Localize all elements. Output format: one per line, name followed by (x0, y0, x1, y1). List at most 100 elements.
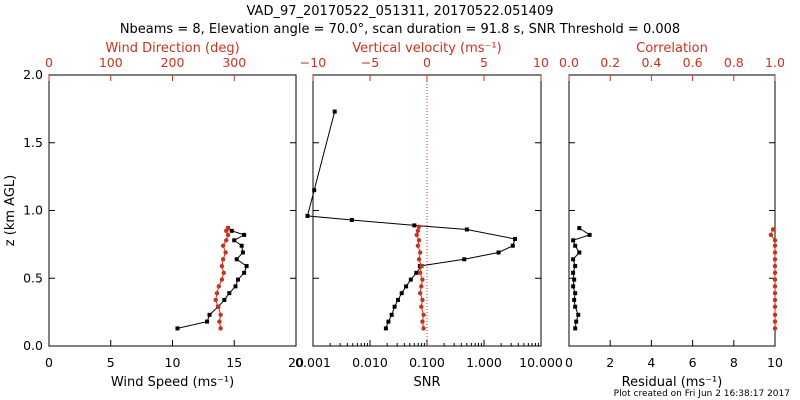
data-point (205, 319, 210, 324)
data-point (414, 232, 419, 238)
data-point (420, 277, 425, 282)
top-tick-label: 0.8 (724, 55, 744, 70)
data-point (240, 250, 245, 255)
data-point (396, 297, 401, 302)
data-point (571, 238, 576, 243)
data-point (510, 243, 515, 248)
data-point (312, 188, 317, 193)
series-bottom (571, 226, 592, 331)
top-tick-label: 0 (45, 55, 53, 70)
data-point (225, 225, 231, 231)
data-point (772, 238, 778, 243)
data-point (577, 250, 582, 255)
series-top (414, 224, 426, 331)
data-point (419, 284, 424, 289)
data-point (573, 304, 578, 309)
top-tick-label: −5 (361, 55, 379, 70)
data-point (772, 312, 778, 318)
data-point (232, 238, 237, 243)
data-point (572, 277, 577, 282)
bottom-tick-label: 0 (565, 355, 573, 370)
data-point (462, 257, 467, 262)
data-point (207, 312, 212, 317)
top-tick-label: 200 (161, 55, 185, 70)
bottom-tick-label: 0.001 (295, 355, 331, 370)
plot-frame (48, 74, 297, 347)
data-point (215, 304, 221, 309)
data-point (573, 264, 578, 269)
bottom-tick-label: 15 (226, 355, 242, 370)
series-bottom (305, 109, 518, 331)
y-tick-label: 2.0 (23, 67, 43, 82)
data-point (242, 232, 247, 237)
figure-title-line2: Nbeams = 8, Elevation angle = 70.0°, sca… (120, 22, 680, 37)
panel-1: 0 5 10 15 20 Wind Speed (ms⁻¹) 0 100 200 300Wind … (3, 41, 304, 390)
bottom-tick-label: 0.010 (352, 355, 388, 370)
bottom-axis-label: Wind Speed (ms⁻¹) (111, 375, 234, 390)
data-point (239, 243, 244, 248)
data-point (218, 312, 223, 318)
data-point (234, 257, 239, 262)
data-point (768, 232, 774, 238)
data-point (225, 232, 231, 238)
bottom-tick-label: 10 (767, 355, 783, 370)
data-point (229, 228, 234, 233)
bottom-tick-label: 20 (288, 355, 304, 370)
data-point (404, 284, 409, 289)
data-point (571, 270, 576, 275)
data-point (217, 319, 222, 324)
data-point (221, 270, 226, 276)
data-point (420, 297, 425, 303)
panel-2: 0.001 0.010 0.100 1.000 10.000 SNR −10 −5 0 5 10 Ve… (295, 41, 563, 390)
plot-footer: Plot created on Fri Jun 2 16:38:17 2017 (614, 389, 790, 399)
data-point (421, 312, 426, 318)
top-tick-label: 300 (222, 55, 246, 70)
data-point (464, 227, 469, 232)
y-tick-label: 1.0 (23, 203, 43, 218)
bottom-axis-label: Residual (ms⁻¹) (622, 375, 723, 390)
top-tick-label: 0 (423, 55, 431, 70)
data-point (772, 284, 778, 289)
data-point (587, 232, 592, 237)
y-tick-label: 1.5 (23, 135, 43, 150)
data-point (572, 297, 577, 302)
series-line (770, 229, 776, 329)
data-point (416, 238, 422, 243)
bottom-tick-label: 6 (689, 355, 697, 370)
data-point (772, 257, 778, 262)
data-point (417, 250, 423, 255)
data-point (772, 263, 778, 269)
data-point (573, 326, 578, 331)
data-point (772, 304, 778, 309)
series-bottom (175, 226, 249, 331)
top-tick-label: 0.0 (559, 55, 579, 70)
data-point (242, 270, 247, 275)
data-point (772, 270, 778, 276)
data-point (573, 291, 578, 296)
data-point (416, 224, 422, 229)
data-point (573, 243, 578, 248)
data-point (224, 238, 229, 243)
bottom-tick-label: 0 (45, 355, 53, 370)
bottom-axis-label: SNR (413, 375, 440, 390)
data-point (576, 312, 581, 317)
top-tick-label: 0.4 (641, 55, 661, 70)
data-point (213, 297, 218, 303)
data-point (416, 257, 422, 262)
top-tick-label: −10 (300, 55, 326, 70)
data-point (772, 319, 778, 324)
data-point (412, 223, 417, 228)
data-point (389, 312, 394, 317)
data-point (408, 277, 413, 282)
data-point (218, 326, 223, 331)
data-point (349, 217, 354, 222)
data-point (219, 277, 225, 282)
data-point (513, 236, 518, 241)
bottom-tick-label: 2 (606, 355, 614, 370)
data-point (577, 226, 582, 231)
top-axis-label: Wind Direction (deg) (105, 41, 239, 56)
data-point (214, 290, 220, 296)
bottom-tick-label: 5 (107, 355, 115, 370)
